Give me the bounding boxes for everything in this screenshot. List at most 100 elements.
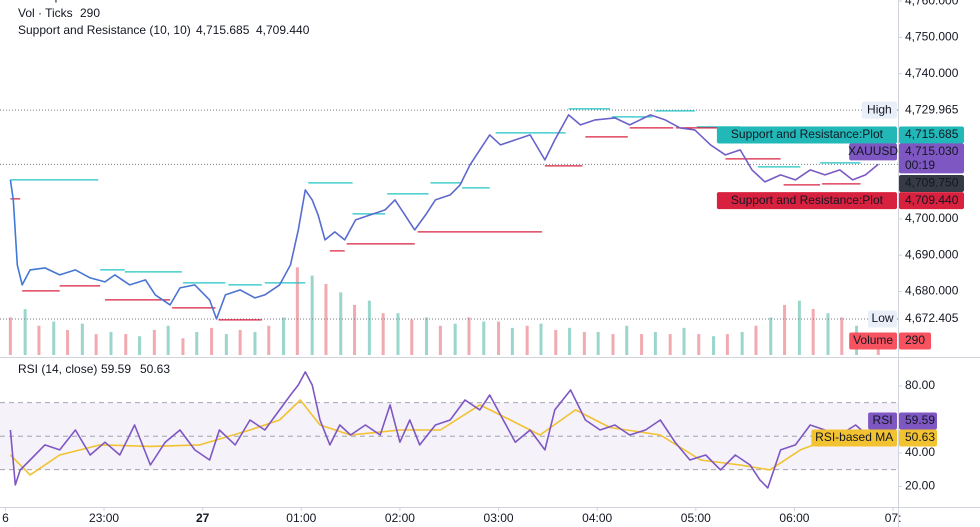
price-tag-label: 4,715.685 [905, 127, 959, 141]
price-tag-label: 4,709.440 [905, 193, 959, 207]
tag-name-box [868, 310, 897, 328]
volume-bar [826, 313, 830, 355]
volume-legend-value: 290 [80, 6, 100, 20]
x-tick-label: 05:00 [681, 511, 711, 525]
price-tag [899, 192, 964, 210]
tag-name: XAUUSD [848, 144, 898, 158]
volume-bar [725, 334, 729, 355]
y-tick-label: 80.00 [905, 378, 935, 392]
volume-bar [482, 321, 486, 355]
tag-name: Support and Resistance:Plot [731, 127, 884, 141]
price-tag [899, 310, 964, 328]
tag-name: High [867, 102, 892, 116]
volume-bar [282, 317, 286, 355]
volume-bar [640, 334, 644, 355]
volume-bar [224, 334, 228, 355]
volume-bar [438, 325, 442, 355]
volume-bar [754, 325, 758, 355]
volume-bar [94, 334, 98, 355]
volume-bar [510, 327, 514, 355]
volume-bar [425, 317, 429, 355]
volume-bar [497, 321, 501, 355]
y-tick-label: 4,690.000 [905, 247, 959, 261]
y-tick-label: 4,750.000 [905, 30, 959, 44]
volume-bar [525, 325, 529, 355]
rsi-tag [899, 429, 937, 447]
volume-bar [410, 319, 414, 355]
volume-bar [210, 327, 214, 355]
x-tick-label: 6 [2, 511, 9, 525]
y-tick-label: 40.00 [905, 445, 935, 459]
volume-bar [267, 325, 271, 355]
rsi-tag-name: RSI [873, 413, 893, 427]
volume-bar [109, 332, 113, 355]
tag-name: Low [872, 311, 894, 325]
x-tick-label: 23:00 [89, 511, 119, 525]
rsi-line [9, 371, 881, 489]
volume-bar [138, 336, 142, 355]
y-tick-label: 4,760.000 [905, 0, 959, 7]
price-tag-label: 4,672.405 [905, 311, 959, 325]
rsi-tag [899, 412, 937, 430]
y-tick-label: 4,700.000 [905, 211, 959, 225]
volume-bar [611, 334, 615, 355]
rsi-legend-value: 50.63 [140, 362, 170, 376]
x-tick-label: 01:00 [286, 511, 316, 525]
volume-bar [37, 325, 41, 355]
rsi-tag-name: RSI-based MA [815, 430, 893, 444]
volume-bar [152, 329, 156, 355]
volume-bar [52, 321, 56, 355]
rsi-tag-name-box [868, 412, 897, 430]
volume-bar [769, 317, 773, 355]
price-tag-label: 4,709.750 [905, 176, 959, 190]
volume-tag-value: 290 [905, 333, 925, 347]
volume-bar [253, 332, 257, 355]
volume-bar [396, 313, 400, 355]
volume-bar [339, 292, 343, 355]
price-tag-label: 4,729.965 [905, 102, 959, 116]
tag-name: Support and Resistance:Plot [731, 193, 884, 207]
volume-bar [539, 323, 543, 355]
volume-tag-name: Volume [853, 333, 893, 347]
volume-bar [568, 327, 572, 355]
volume-bar [596, 332, 600, 355]
price-tag-label: 4,715.030 [905, 144, 959, 158]
indicator-legend-value: 4,715.685 [196, 23, 250, 37]
volume-bar [381, 313, 385, 355]
volume-tag [899, 332, 931, 350]
rsi-tag-name-box [811, 429, 897, 447]
tag-name-box [716, 126, 897, 144]
volume-bar [453, 323, 457, 355]
volume-bar [840, 317, 844, 355]
volume-bar [181, 338, 185, 355]
volume-bar [8, 317, 12, 355]
volume-bar [811, 309, 815, 355]
volume-bar [295, 267, 299, 355]
x-tick-label: 07: [885, 511, 902, 525]
price-tag [899, 143, 964, 174]
tag-name-box [716, 192, 897, 210]
volume-tag-name-box [849, 332, 897, 350]
volume-bar [324, 284, 328, 355]
volume-bar [783, 304, 787, 355]
rsi-legend: RSI (14, close) [18, 362, 97, 376]
volume-bar [124, 334, 128, 355]
tag-name-box [849, 143, 897, 161]
y-tick-label: 4,680.000 [905, 284, 959, 298]
chart-title: Gold Spot / U.S. Dollar · 1 · OANDA [18, 0, 210, 3]
volume-bar [740, 332, 744, 355]
x-tick-label: 04:00 [582, 511, 612, 525]
x-tick-label: 06:00 [779, 511, 809, 525]
indicator-legend-value: 4,709.440 [256, 23, 310, 37]
price-tag [899, 174, 964, 192]
volume-bar [668, 334, 672, 355]
volume-bar [23, 309, 27, 355]
volume-bar [166, 325, 170, 355]
price-tag [899, 101, 964, 119]
volume-bar [682, 327, 686, 355]
volume-bar [353, 304, 357, 355]
volume-bar [582, 332, 586, 355]
volume-legend: Vol · Ticks [18, 6, 73, 20]
